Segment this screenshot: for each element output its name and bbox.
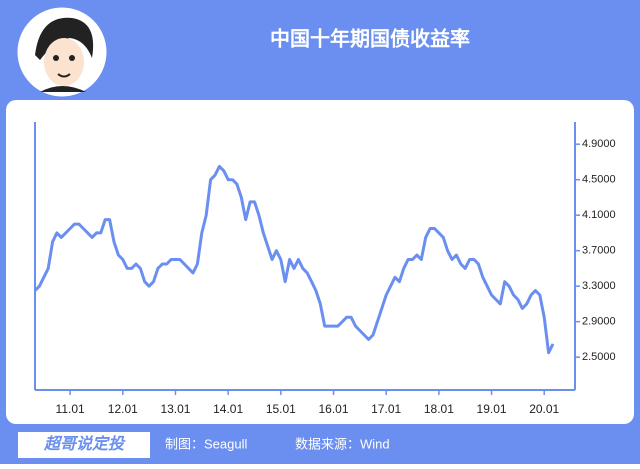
y-tick-label: 4.1000 — [582, 209, 616, 221]
y-tick-label: 3.7000 — [582, 245, 616, 257]
x-tick-label: 16.01 — [318, 402, 348, 416]
x-tick-label: 19.01 — [477, 402, 507, 416]
avatar — [14, 4, 110, 100]
data-line — [33, 164, 555, 355]
x-tick-label: 12.01 — [108, 402, 138, 416]
brand: 超哥说定投 — [43, 435, 126, 453]
x-tick-label: 18.01 — [424, 402, 454, 416]
x-tick-label: 20.01 — [529, 402, 559, 416]
y-tick-label: 4.9000 — [582, 138, 616, 150]
chart-title: 中国十年期国债收益率 — [270, 26, 470, 50]
x-tick-label: 11.01 — [56, 402, 85, 416]
y-tick-label: 4.5000 — [582, 174, 616, 186]
x-tick-label: 13.01 — [160, 402, 190, 416]
y-tick-label: 3.3000 — [582, 280, 616, 292]
panel — [6, 100, 634, 424]
y-tick-label: 2.9000 — [582, 316, 616, 328]
x-tick-label: 14.01 — [213, 402, 243, 416]
brand-box — [18, 432, 150, 458]
source: 数据来源：Wind — [295, 436, 390, 451]
author: 制图：Seagull — [165, 436, 247, 451]
x-tick-label: 15.01 — [266, 402, 296, 416]
x-tick-label: 17.01 — [371, 402, 401, 416]
y-tick-label: 2.5000 — [582, 351, 616, 363]
